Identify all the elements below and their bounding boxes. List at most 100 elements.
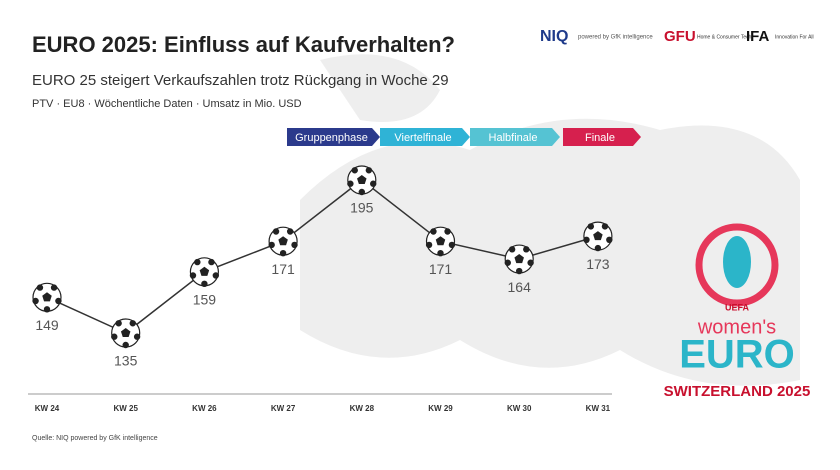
ball-patch: [268, 241, 275, 249]
logo-panel: [530, 0, 808, 76]
ball-patch: [370, 180, 377, 187]
ball-patch: [120, 328, 131, 338]
ball-patch: [430, 228, 437, 235]
value-label: 173: [586, 256, 610, 272]
ball-patch: [357, 175, 367, 185]
ball-patch: [514, 254, 524, 264]
ball-patch: [36, 284, 44, 291]
value-label: 159: [193, 292, 217, 308]
phase-arrow: [563, 128, 641, 146]
ball-patch: [133, 333, 141, 340]
value-label: 149: [35, 317, 59, 333]
ball-patch: [43, 306, 51, 313]
euro-text: EURO: [679, 333, 795, 377]
ball-patch: [50, 284, 58, 291]
ball-patch: [212, 272, 220, 279]
ball-patch: [122, 341, 129, 349]
phase-arrow: [287, 128, 380, 146]
source: Quelle: NIQ powered by GfK intelligence: [32, 435, 158, 442]
football: [425, 226, 456, 257]
ifa-sub: Innovation For All: [775, 34, 814, 40]
ball-patch: [594, 244, 602, 252]
note: PTV · EU8 · Wöchentliche Daten · Umsatz …: [32, 98, 302, 110]
ball-patch: [347, 180, 354, 187]
phase-arrow: [380, 128, 470, 146]
ball-patch: [129, 320, 136, 327]
ball-patch: [425, 241, 433, 249]
ball-patch: [286, 228, 294, 235]
host-text: SWITZERLAND 2025: [664, 383, 811, 400]
ball-patch: [583, 236, 590, 244]
gfu-logo: GFU: [664, 28, 696, 45]
value-label: 171: [271, 261, 295, 277]
niq-logo: NIQ: [540, 28, 568, 45]
title: EURO 2025: Einfluss auf Kaufverhalten?: [32, 32, 455, 57]
ball-patch: [279, 250, 287, 257]
ifa-logo: IFA: [746, 28, 770, 45]
ball-patch: [437, 250, 444, 257]
ball-patch: [199, 266, 210, 276]
football: [268, 226, 298, 257]
womens-text: women's: [697, 316, 776, 338]
ball-patch: [358, 188, 365, 196]
football: [504, 244, 534, 275]
phase-label: Gruppenphase: [295, 132, 368, 144]
x-tick-label: KW 24: [35, 404, 60, 413]
ball-patch: [194, 258, 201, 266]
x-tick-label: KW 26: [192, 404, 217, 413]
subtitle: EURO 25 steigert Verkaufszahlen trotz Rü…: [32, 72, 449, 89]
ball-patch: [55, 297, 62, 305]
value-label: 164: [508, 279, 532, 295]
ball-patch: [278, 236, 288, 246]
ball-patch: [201, 280, 208, 287]
ball-patch: [351, 167, 358, 174]
phase-label: Viertelfinale: [394, 132, 451, 144]
ball-patch: [593, 231, 603, 241]
football: [347, 165, 377, 196]
ball-patch: [448, 241, 456, 249]
football: [189, 257, 220, 287]
logo-ring: [695, 223, 779, 307]
x-tick-label: KW 28: [350, 404, 375, 413]
phase-label: Finale: [585, 132, 615, 144]
map-shape: [300, 118, 800, 386]
ball-patch: [606, 236, 613, 244]
ball-patch: [272, 228, 280, 235]
ball-patch: [504, 259, 511, 266]
ball-patch: [42, 292, 52, 302]
football: [32, 282, 62, 313]
ball-patch: [587, 223, 595, 230]
uefa-text: UEFA: [725, 302, 750, 312]
ball-patch: [115, 320, 122, 327]
ball-patch: [111, 333, 118, 340]
football: [111, 318, 141, 349]
ball-patch: [601, 223, 609, 230]
ball-patch: [291, 241, 298, 249]
ball-patch: [523, 246, 530, 253]
event-logo: UEFA women's EURO SWITZERLAND 2025: [664, 223, 811, 400]
x-tick-label: KW 29: [428, 404, 453, 413]
ball-patch: [527, 259, 534, 266]
phase-arrow: [470, 128, 560, 146]
ball-patch: [32, 297, 39, 305]
ball-patch: [435, 236, 446, 246]
x-tick-label: KW 30: [507, 404, 532, 413]
phase-label: Halbfinale: [489, 132, 538, 144]
x-tick-label: KW 25: [113, 404, 138, 413]
ball-patch: [508, 246, 516, 253]
gfu-sub: Home & Consumer Tech: [697, 34, 752, 40]
value-label: 135: [114, 353, 138, 369]
x-tick-label: KW 31: [586, 404, 611, 413]
football: [583, 221, 613, 252]
value-label: 195: [350, 200, 374, 216]
ball-patch: [365, 167, 373, 174]
niq-sub: powered by GfK intelligence: [578, 35, 653, 41]
logo-box: NIQ powered by GfK intelligence GFU Home…: [530, 0, 814, 76]
ball-patch: [208, 258, 215, 266]
map-shape: [320, 54, 440, 122]
ball-patch: [516, 267, 523, 275]
ball-patch: [444, 228, 451, 235]
logo-figure: [723, 236, 751, 288]
value-label: 171: [429, 261, 453, 277]
